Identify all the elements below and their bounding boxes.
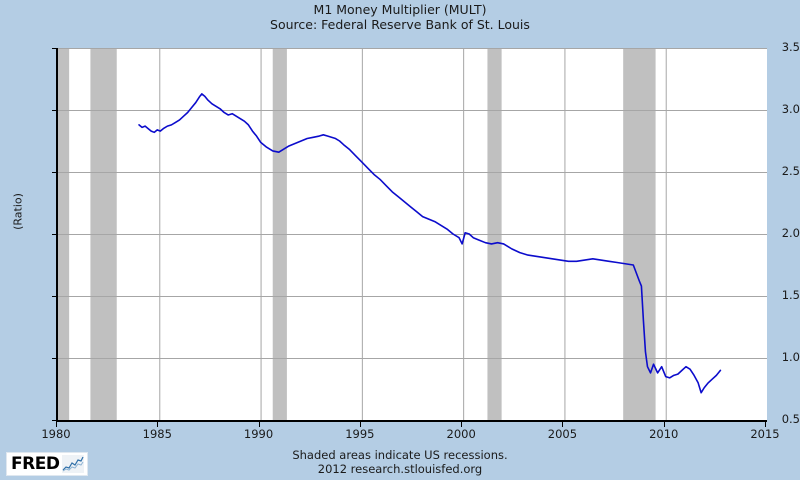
recession-note: Shaded areas indicate US recessions. <box>292 448 508 462</box>
y-axis-tick-label: 1.5 <box>781 288 800 302</box>
y-axis-tick-mark <box>52 358 58 359</box>
fred-logo[interactable]: FRED <box>6 452 88 476</box>
x-axis-tick-mark <box>562 421 563 427</box>
y-axis-tick-label: 3.5 <box>781 40 800 54</box>
plot-area <box>56 48 767 422</box>
x-axis-tick-label: 1990 <box>243 427 274 441</box>
x-axis-tick-label: 2010 <box>649 427 679 441</box>
x-axis-tick-label: 1995 <box>345 427 375 441</box>
y-axis-tick-label: 2.0 <box>781 226 800 240</box>
x-axis-tick-label: 1985 <box>142 427 172 441</box>
y-axis-tick-label: 1.0 <box>781 350 800 364</box>
gridlines <box>58 48 767 420</box>
y-axis-tick-label: 3.0 <box>781 102 800 116</box>
chart-title: M1 Money Multiplier (MULT) <box>313 2 487 17</box>
y-axis-tick-mark <box>52 172 58 173</box>
chart-canvas <box>58 48 767 420</box>
y-axis-tick-mark <box>52 234 58 235</box>
x-axis-tick-label: 2005 <box>547 427 578 441</box>
x-axis-tick-mark <box>765 421 766 427</box>
y-axis-label: (Ratio) <box>11 193 25 230</box>
chart-subtitle: Source: Federal Reserve Bank of St. Loui… <box>270 17 530 32</box>
x-axis-tick-mark <box>461 421 462 427</box>
x-axis-tick-mark <box>664 421 665 427</box>
y-axis-tick-mark <box>52 110 58 111</box>
y-axis-tick-label: 2.5 <box>781 164 800 178</box>
source-note: 2012 research.stlouisfed.org <box>317 462 483 476</box>
y-axis-tick-mark <box>52 420 58 421</box>
x-axis-tick-label: 2015 <box>750 427 780 441</box>
y-axis-tick-mark <box>52 48 58 49</box>
y-axis-tick-label: 0.5 <box>781 412 800 426</box>
x-axis-tick-label: 2000 <box>446 427 476 441</box>
data-series-group <box>138 93 722 394</box>
chart-title-block: M1 Money Multiplier (MULT) Source: Feder… <box>0 2 800 32</box>
x-axis-tick-mark <box>157 421 158 427</box>
fred-wordmark: FRED <box>11 453 60 474</box>
y-axis-tick-mark <box>52 296 58 297</box>
x-axis-tick-mark <box>259 421 260 427</box>
data-line <box>138 93 722 394</box>
x-axis-tick-label: 1980 <box>41 427 71 441</box>
x-axis-tick-mark <box>360 421 361 427</box>
sparkline-icon <box>62 455 85 473</box>
x-axis-tick-mark <box>56 421 57 427</box>
